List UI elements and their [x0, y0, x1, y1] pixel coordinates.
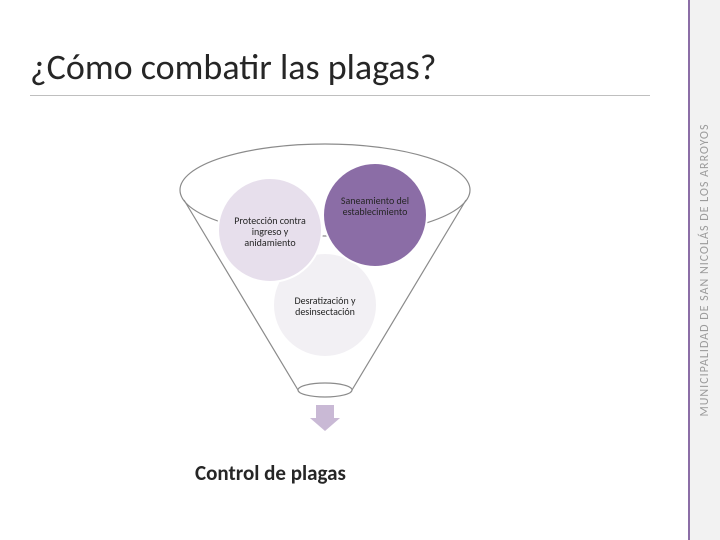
page-title: ¿Cómo combatir las plagas? — [30, 45, 650, 96]
sidebar: MUNICIPALIDAD DE SAN NICOLÁS DE LOS ARRO… — [688, 0, 720, 540]
funnel-bottom-ellipse — [298, 383, 352, 397]
circle-left-label: Protección contra ingreso y anidamiento — [228, 215, 312, 248]
sidebar-text: MUNICIPALIDAD DE SAN NICOLÁS DE LOS ARRO… — [698, 123, 712, 416]
circle-bottom-label: Desratización y desinsectación — [283, 295, 367, 317]
bottom-label: Control de plagas — [195, 460, 346, 486]
funnel-svg — [170, 130, 480, 440]
circle-right-label: Saneamiento del establecimiento — [333, 195, 417, 217]
funnel-diagram: Protección contra ingreso y anidamiento … — [170, 130, 480, 440]
down-arrow-icon — [310, 405, 340, 431]
